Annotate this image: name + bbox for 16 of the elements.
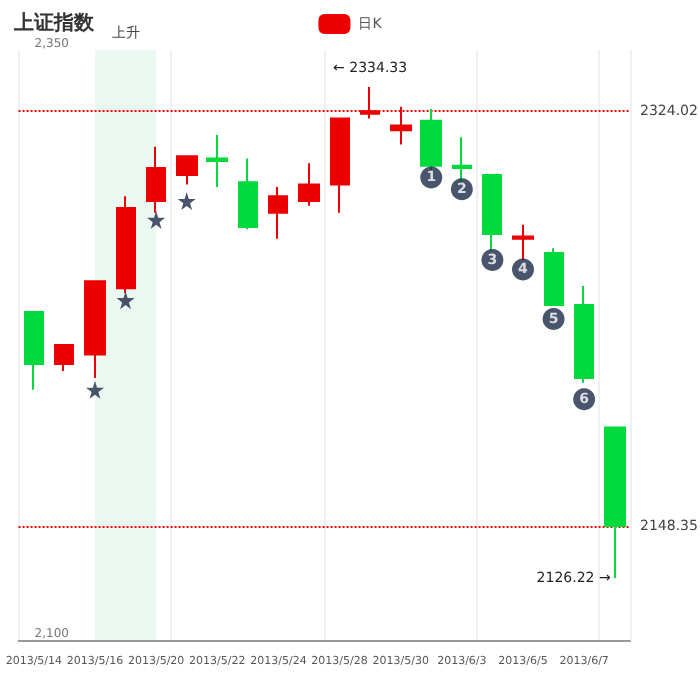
chart-title: 上证指数: [12, 11, 96, 35]
candlestick: [268, 185, 288, 240]
candlestick: [54, 344, 74, 372]
candlestick: [24, 310, 44, 391]
point: [85, 380, 104, 399]
candlestick: [330, 117, 350, 214]
candlestick: [238, 157, 258, 231]
candlestick: [298, 162, 320, 207]
candlestick: [574, 285, 594, 384]
candlestick: [84, 280, 106, 380]
point: [147, 210, 166, 229]
point: [177, 192, 196, 211]
point: [116, 291, 135, 310]
candlestick: [544, 247, 564, 306]
candlestick: [206, 133, 228, 188]
candlestick: [176, 155, 198, 186]
